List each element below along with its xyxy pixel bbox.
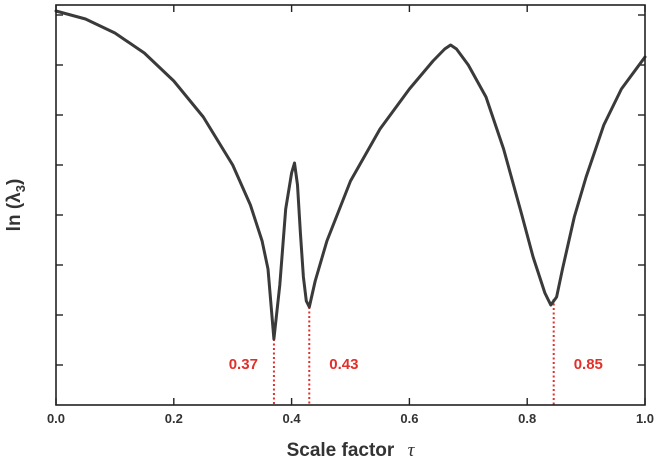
- x-axis-title: Scale factor τ: [287, 440, 416, 461]
- annotation-label: 0.85: [574, 356, 603, 373]
- x-tick-label: 0.6: [400, 411, 418, 426]
- x-tick-label: 0.2: [165, 411, 183, 426]
- x-tick-label: 0.8: [518, 411, 536, 426]
- y-axis-title-close: ): [4, 179, 25, 185]
- series-line: [54, 9, 647, 341]
- y-axis-title: ln (λ3): [4, 179, 28, 232]
- annotation-label: 0.43: [329, 356, 358, 373]
- y-axis-title-subscript: 3: [13, 185, 28, 192]
- x-tick-label: 0.0: [47, 411, 65, 426]
- y-axis-title-main: ln (λ: [4, 192, 25, 231]
- x-tick-label: 1.0: [636, 411, 654, 426]
- x-tick-label: 0.4: [283, 411, 302, 426]
- tick-labels: 0.0 0.2 0.4 0.6 0.8 1.0: [47, 411, 654, 426]
- axis-ticks: [55, 5, 646, 405]
- plot-frame: [55, 4, 646, 406]
- x-axis-symbol: τ: [408, 440, 416, 461]
- annotation-label: 0.37: [229, 356, 258, 373]
- plot-marks: 0.37 0.43 0.85: [54, 9, 647, 405]
- x-axis-title-text: Scale factor: [287, 440, 395, 461]
